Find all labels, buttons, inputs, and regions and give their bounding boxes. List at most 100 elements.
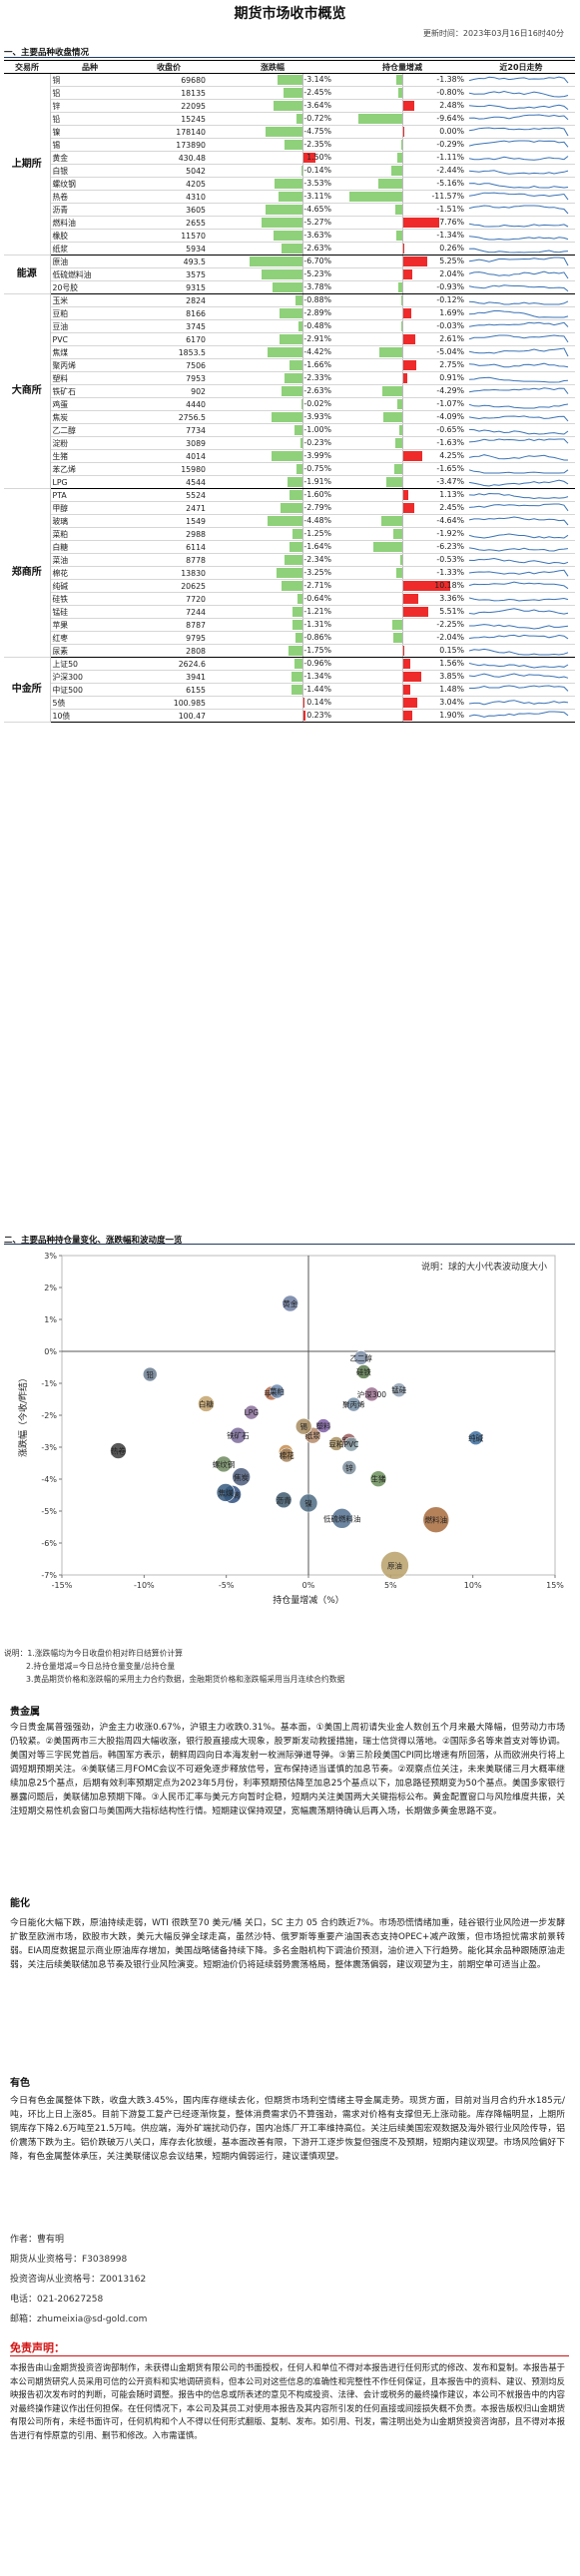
close-price: 3745: [130, 319, 208, 333]
oi-value: 1.13%: [439, 490, 464, 499]
table-row: 焦煤 1853.5 -4.42% -5.04%: [4, 345, 575, 359]
sparkline-line: [469, 711, 569, 718]
oi-axis: [402, 113, 403, 125]
change-cell: -4.75%: [208, 125, 337, 139]
bubble-label: LPG: [245, 1408, 260, 1417]
table-row: 白糖 6114 -1.64% -6.23%: [4, 540, 575, 554]
bubble-锌: [341, 1460, 357, 1475]
y-tick-label: 1%: [44, 1315, 57, 1324]
change-cell: -2.63%: [208, 242, 337, 256]
trend-sparkline: [467, 436, 575, 450]
change-value: -2.91%: [303, 334, 331, 343]
trend-sparkline: [467, 527, 575, 541]
change-cell: -1.60%: [208, 488, 337, 502]
sparkline-svg: [469, 183, 569, 189]
change-cell: -0.72%: [208, 112, 337, 126]
table-row: 纯碱 20625 -2.71% 10.18%: [4, 579, 575, 593]
commodity-name: 纯碱: [50, 579, 130, 593]
change-axis: [302, 580, 303, 592]
oi-cell: -0.93%: [337, 280, 467, 294]
close-price: 178140: [130, 125, 208, 139]
change-value: -0.48%: [303, 321, 331, 330]
trend-sparkline: [467, 579, 575, 593]
oi-value: -1.34%: [436, 231, 464, 240]
change-bar: [281, 581, 302, 591]
change-axis: [302, 372, 303, 384]
sparkline-line: [469, 321, 569, 327]
oi-value: 4.25%: [439, 451, 464, 460]
oi-cell: 5.51%: [337, 605, 467, 619]
commodity-name: 原油: [50, 255, 130, 268]
oi-cell: 2.04%: [337, 267, 467, 281]
trend-sparkline: [467, 462, 575, 476]
oi-axis: [402, 178, 403, 190]
oi-cell: 0.00%: [337, 125, 467, 139]
gold-heading: 贵金属: [10, 1707, 40, 1718]
trend-sparkline: [467, 592, 575, 606]
change-value: -1.34%: [303, 672, 331, 681]
oi-value: -1.63%: [436, 438, 464, 447]
change-value: -1.60%: [303, 490, 331, 499]
change-value: -3.93%: [303, 412, 331, 421]
x-tick-label: 5%: [384, 1581, 397, 1590]
sparkline-svg: [469, 581, 569, 590]
commodity-name: 橡胶: [50, 229, 130, 243]
oi-axis: [402, 541, 403, 553]
bubble-label: 原油: [387, 1560, 402, 1570]
change-bar: [277, 568, 302, 578]
disclaimer-paragraph: 本报告由山金期货投资咨询部制作，未获得山金期货有限公司的书面授权，任何人和单位不…: [10, 2362, 565, 2440]
oi-cell: -1.07%: [337, 397, 467, 411]
change-value: -3.11%: [303, 192, 331, 201]
bubble-沥青: [275, 1491, 292, 1509]
trend-sparkline: [467, 488, 575, 502]
sparkline-svg: [469, 597, 569, 602]
oi-cell: -5.04%: [337, 345, 467, 359]
change-value: -1.31%: [303, 620, 331, 629]
oi-cell: 2.48%: [337, 99, 467, 113]
commodity-name: 铝: [50, 86, 130, 100]
oi-axis: [402, 256, 403, 267]
commodity-name: 苹果: [50, 618, 130, 632]
x-tick-label: 10%: [464, 1581, 482, 1590]
change-cell: -4.65%: [208, 203, 337, 217]
bubble-热卷: [110, 1442, 127, 1459]
oi-axis: [402, 437, 403, 449]
change-bar: [290, 490, 302, 500]
sparkline-svg: [469, 479, 569, 487]
trend-sparkline: [467, 501, 575, 515]
y-tick-label: -3%: [41, 1443, 57, 1452]
note-2: 2.持仓量增减=今日总持仓量变量/总持仓量: [26, 1662, 176, 1671]
change-value: -0.96%: [303, 659, 331, 668]
change-axis: [302, 619, 303, 631]
sparkline-svg: [469, 376, 569, 383]
trend-sparkline: [467, 553, 575, 567]
bubble-label: 铁矿石: [227, 1430, 250, 1440]
oi-cell: 10.18%: [337, 579, 467, 593]
oi-cell: -4.64%: [337, 514, 467, 528]
sparkline-svg: [469, 300, 569, 305]
section1-heading: 一、主要品种收盘情况: [4, 48, 90, 58]
oi-cell: -11.57%: [337, 190, 467, 204]
close-price: 11570: [130, 229, 208, 243]
table-row: 玻璃 1549 -4.48% -4.64%: [4, 514, 575, 528]
oi-value: -1.65%: [436, 464, 464, 473]
sparkline-line: [469, 236, 569, 241]
oi-value: 3.04%: [439, 698, 464, 707]
bubble-白糖: [198, 1395, 215, 1412]
change-axis: [302, 489, 303, 501]
commodity-name: 沥青: [50, 203, 130, 217]
x-tick-label: -15%: [52, 1581, 73, 1590]
y-tick-label: 3%: [44, 1252, 57, 1261]
oi-axis: [402, 658, 403, 670]
bubble-纯碱: [468, 1430, 483, 1446]
x-tick-label: -10%: [134, 1581, 155, 1590]
sparkline-svg: [469, 403, 569, 409]
oi-value: -1.38%: [436, 75, 464, 84]
sparkline-line: [469, 624, 569, 630]
sparkline-svg: [469, 248, 569, 254]
oi-bar: [403, 127, 404, 137]
oi-bar: [401, 295, 402, 305]
oi-value: -0.03%: [436, 321, 464, 330]
change-bar: [289, 646, 302, 656]
change-value: -3.64%: [303, 101, 331, 110]
